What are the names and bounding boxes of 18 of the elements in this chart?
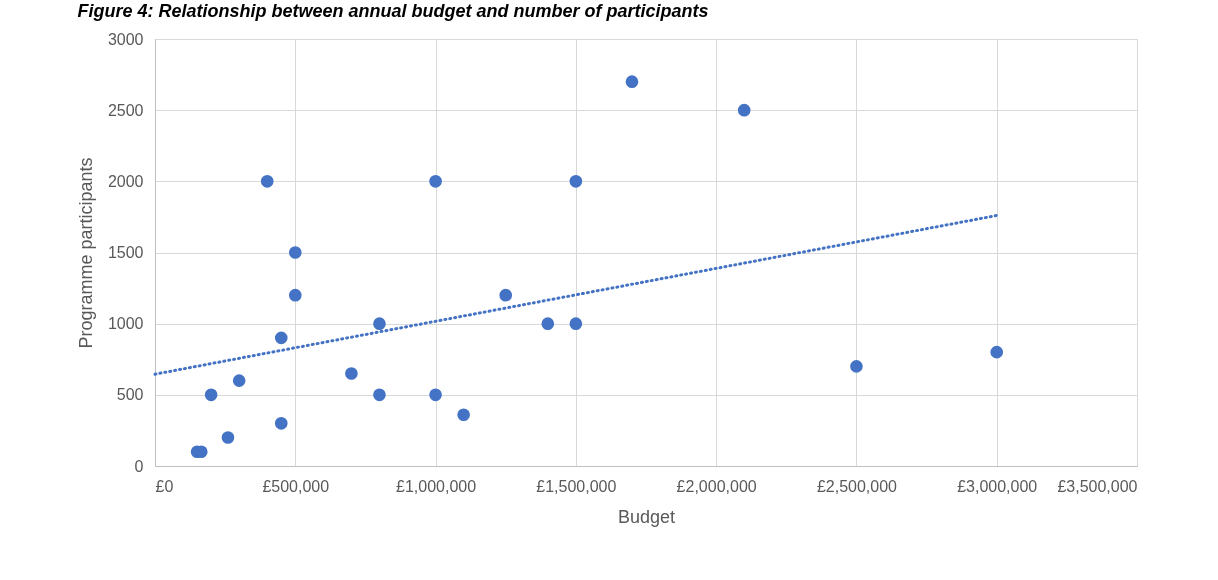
y-tick-label: 2500	[107, 101, 144, 119]
y-tick-label: 1500	[107, 244, 144, 261]
x-tick-label: £3,500,000	[1057, 477, 1138, 495]
y-tick-label: 0	[134, 457, 144, 475]
x-tick-label: £500,000	[262, 477, 330, 495]
y-tick-label: 3000	[107, 30, 144, 48]
y-tick-label: 2000	[107, 172, 144, 190]
y-tick-label: 500	[116, 386, 144, 404]
x-tick-label: £3,000,000	[957, 477, 1038, 495]
x-tick-label: £2,500,000	[816, 477, 898, 495]
x-tick-label: £1,500,000	[536, 477, 617, 495]
x-tick-label: £1,000,000	[396, 477, 477, 495]
x-tick-label: £2,000,000	[676, 477, 757, 495]
chart-title: Figure 4: Relationship between annual budget and number of participants	[77, 1, 709, 21]
y-tick-label: 1000	[107, 315, 144, 333]
x-tick-label: £0	[155, 477, 174, 495]
x-axis-title: Budget	[617, 506, 676, 527]
y-axis-title: Programme participants	[75, 157, 96, 349]
